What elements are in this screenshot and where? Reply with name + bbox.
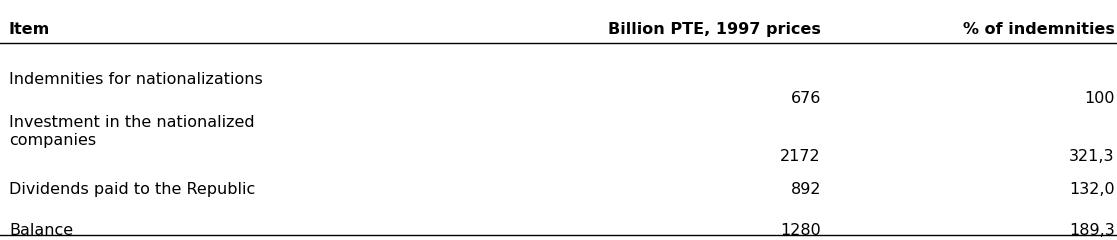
Text: 1280: 1280 (781, 223, 821, 238)
Text: 100: 100 (1085, 91, 1115, 106)
Text: 132,0: 132,0 (1069, 182, 1115, 197)
Text: Item: Item (9, 22, 50, 36)
Text: 676: 676 (791, 91, 821, 106)
Text: 189,3: 189,3 (1069, 223, 1115, 238)
Text: 2172: 2172 (781, 149, 821, 164)
Text: Balance: Balance (9, 223, 73, 238)
Text: 892: 892 (791, 182, 821, 197)
Text: Billion PTE, 1997 prices: Billion PTE, 1997 prices (608, 22, 821, 36)
Text: Investment in the nationalized
companies: Investment in the nationalized companies (9, 115, 255, 148)
Text: Dividends paid to the Republic: Dividends paid to the Republic (9, 182, 255, 197)
Text: Indemnities for nationalizations: Indemnities for nationalizations (9, 72, 262, 87)
Text: 321,3: 321,3 (1069, 149, 1115, 164)
Text: % of indemnities: % of indemnities (963, 22, 1115, 36)
